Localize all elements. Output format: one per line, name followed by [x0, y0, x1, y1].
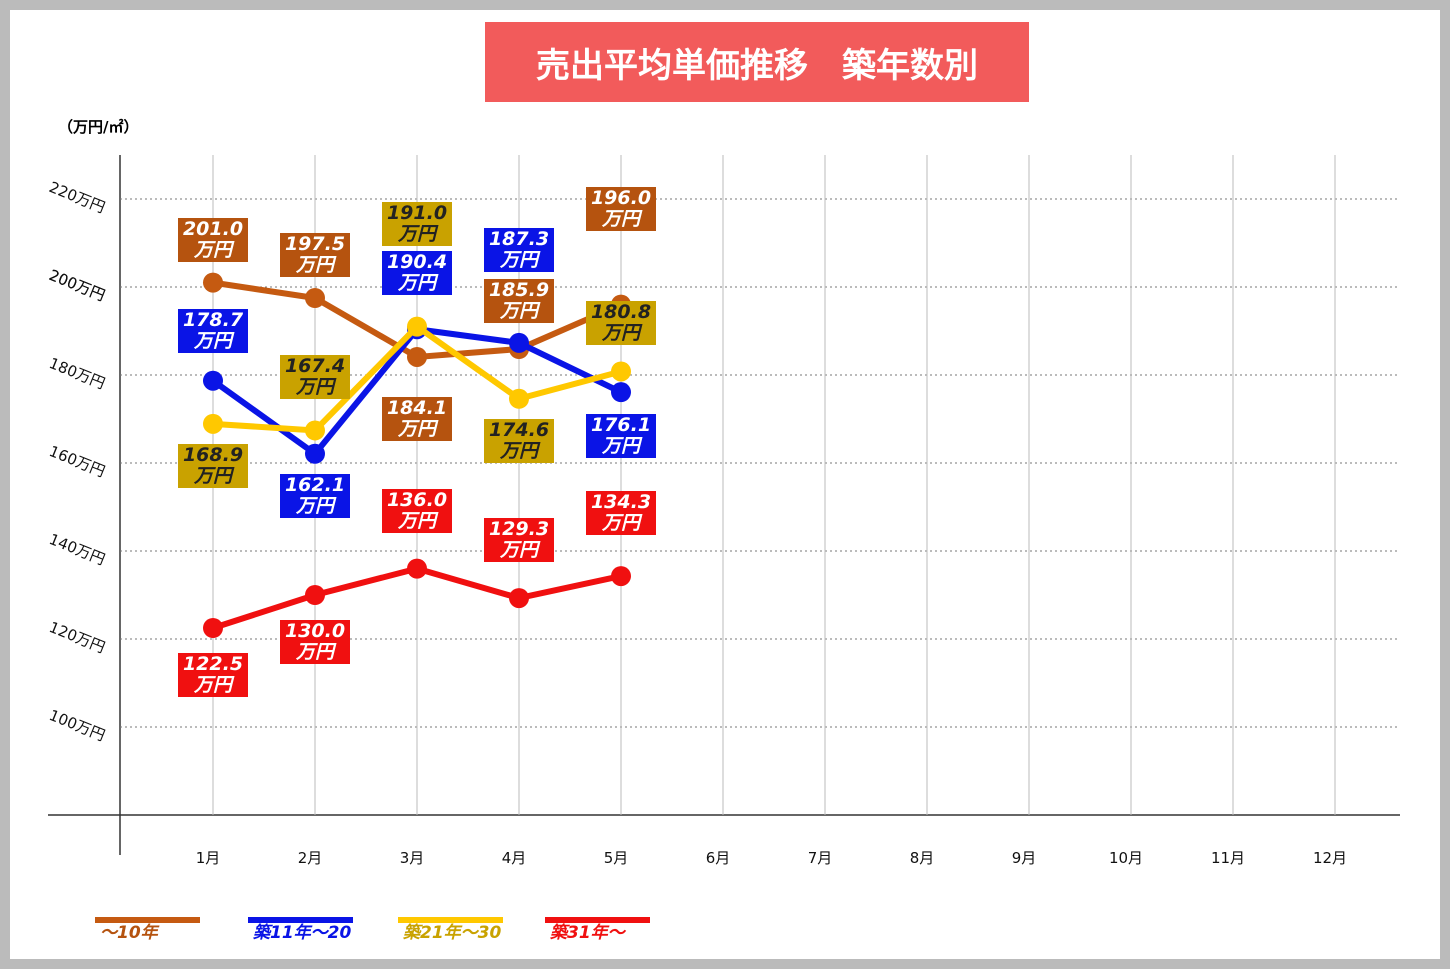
data-label: 187.3万円: [484, 227, 554, 272]
data-label: 184.1万円: [382, 396, 452, 441]
x-tick-label: 8月: [910, 849, 935, 867]
y-tick-label: 220万円: [47, 178, 108, 217]
data-label: 178.7万円: [178, 308, 248, 353]
data-label: 174.6万円: [484, 418, 554, 463]
data-point: [305, 585, 325, 605]
y-tick-label: 120万円: [47, 618, 108, 657]
data-point: [611, 566, 631, 587]
chart-title: 売出平均単価推移 築年数別: [485, 22, 1029, 102]
data-label: 130.0万円: [280, 620, 350, 664]
data-label: 197.5万円: [280, 233, 350, 277]
data-point: [407, 558, 427, 579]
data-label: 190.4万円: [382, 251, 452, 296]
data-point: [305, 443, 325, 464]
x-tick-label: 6月: [706, 849, 731, 867]
legend-label: 築31年～: [550, 923, 625, 943]
x-tick-label: 1月: [196, 849, 221, 867]
data-label: 196.0万円: [586, 186, 656, 231]
y-tick-label: 180万円: [47, 354, 108, 393]
x-tick-label: 11月: [1211, 849, 1245, 867]
x-tick-label: 5月: [604, 849, 629, 867]
data-point: [509, 332, 529, 353]
x-tick-label: 7月: [808, 849, 833, 867]
data-point: [509, 388, 529, 409]
x-tick-label: 2月: [298, 849, 323, 867]
y-tick-label: 200万円: [47, 266, 108, 305]
y-tick-label: 160万円: [47, 442, 108, 481]
data-point: [305, 420, 325, 441]
data-point: [305, 288, 325, 308]
x-tick-label: 10月: [1109, 849, 1143, 867]
x-tick-label: 9月: [1012, 849, 1037, 867]
data-label: 185.9万円: [484, 279, 554, 324]
x-tick-label: 3月: [400, 849, 425, 867]
data-label: 136.0万円: [382, 488, 452, 533]
x-tick-label: 4月: [502, 849, 527, 867]
data-label: 122.5万円: [178, 653, 248, 697]
data-label: 176.1万円: [586, 414, 656, 459]
data-label: 134.3万円: [586, 491, 656, 536]
data-label: 129.3万円: [484, 518, 554, 563]
data-point: [203, 370, 223, 391]
data-point: [611, 361, 631, 382]
data-point: [203, 413, 223, 434]
legend-label: 築11年～20: [253, 923, 352, 943]
data-label: 168.9万円: [178, 443, 248, 488]
data-point: [611, 382, 631, 403]
legend-label: 築21年～30: [403, 923, 502, 943]
legend-label: ～10年: [100, 923, 158, 943]
data-point: [407, 346, 427, 367]
data-point: [509, 588, 529, 609]
x-tick-label: 12月: [1313, 849, 1347, 867]
data-point: [203, 272, 223, 293]
data-label: 167.4万円: [280, 355, 350, 400]
y-axis-label: （万円/㎡）: [58, 118, 139, 136]
data-point: [407, 316, 427, 337]
data-label: 191.0万円: [382, 201, 452, 246]
y-tick-label: 140万円: [47, 530, 108, 569]
data-label: 162.1万円: [280, 473, 350, 518]
data-label: 201.0万円: [178, 217, 248, 262]
y-tick-label: 100万円: [47, 706, 108, 745]
data-label: 180.8万円: [586, 301, 656, 346]
data-point: [203, 618, 223, 638]
